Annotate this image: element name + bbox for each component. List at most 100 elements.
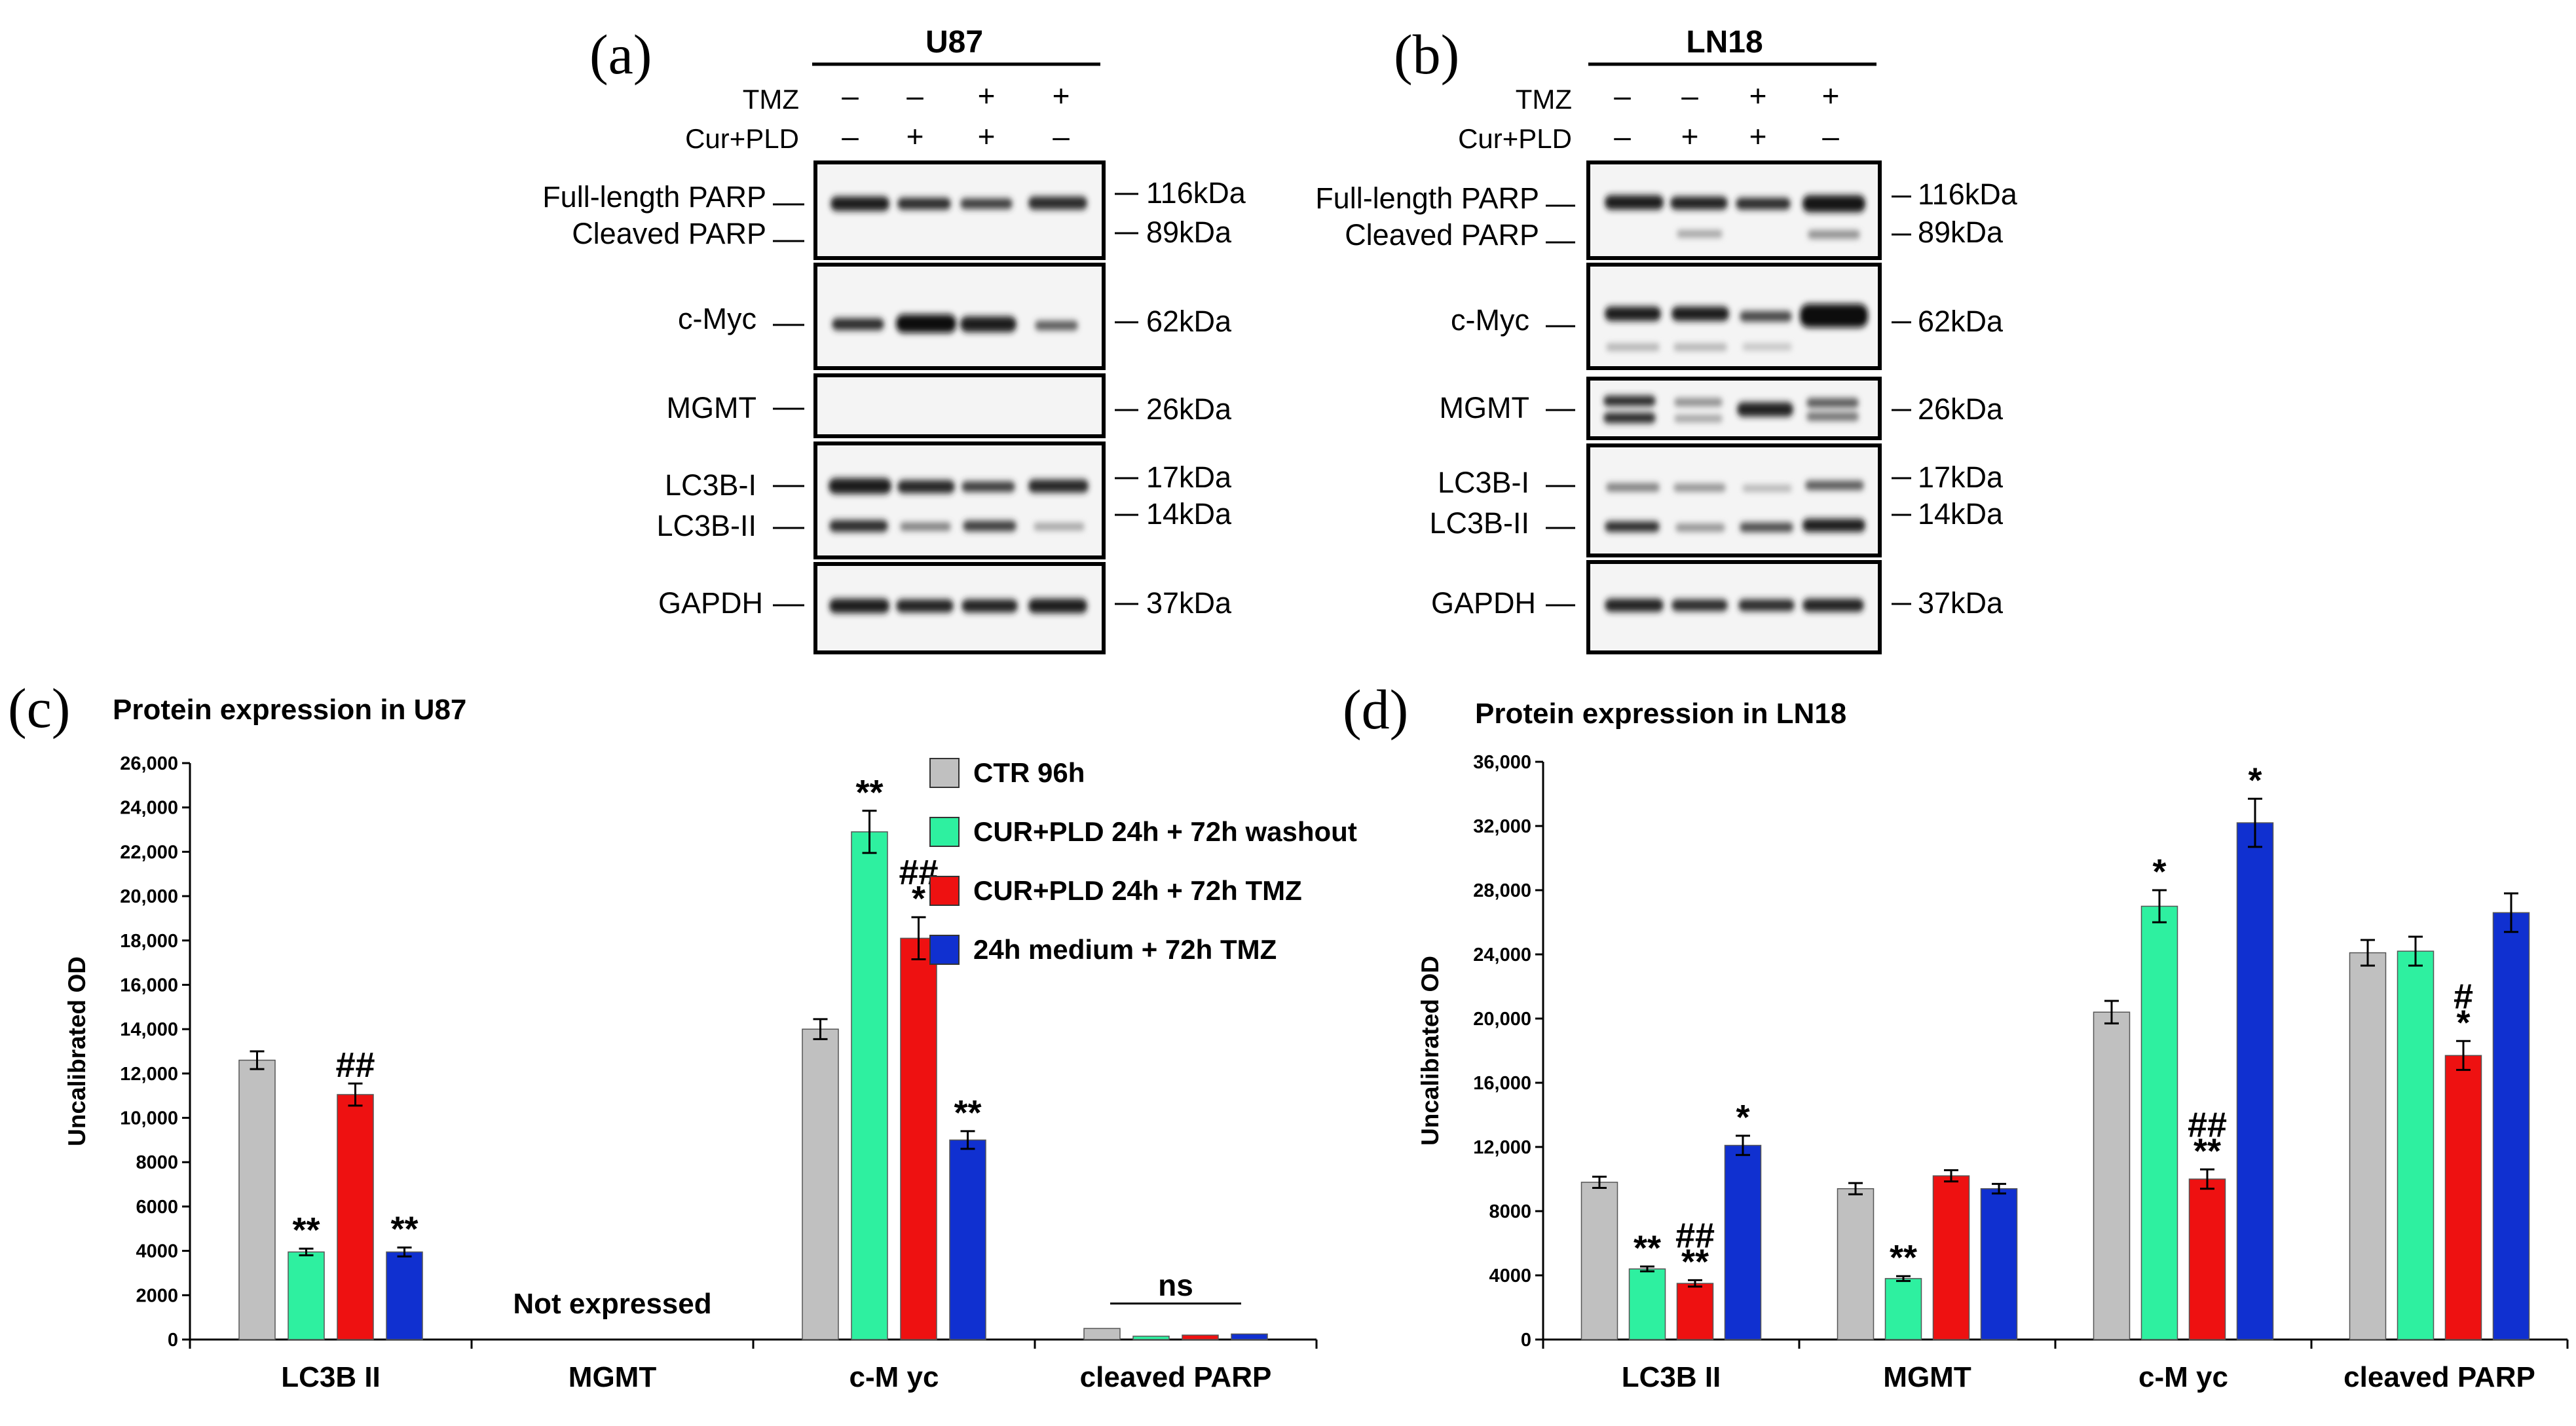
protein-label: MGMT	[667, 391, 756, 424]
bar	[337, 1094, 374, 1340]
kda-label: 37kDa	[1146, 586, 1232, 620]
bands-mgmt-b	[1603, 396, 1859, 423]
bar	[1837, 1188, 1875, 1340]
significance-mark: **	[1633, 1229, 1661, 1268]
significance-mark: *	[912, 879, 925, 918]
significance-mark: ##	[335, 1045, 375, 1085]
tmz-sign: +	[1822, 79, 1840, 113]
blot-box-mgmt-a	[813, 373, 1106, 438]
y-tick-label: 8000	[1489, 1201, 1531, 1222]
tmz-sign: –	[1614, 79, 1631, 113]
kda-label: 17kDa	[1146, 460, 1232, 494]
tmz-sign: +	[1053, 79, 1070, 113]
y-tick-label: 0	[1521, 1330, 1531, 1351]
y-axis-label: Uncalibrated OD	[64, 956, 90, 1146]
western-blot-panels: (a) U87 TMZ Cur+PLD – – + + – + + –	[542, 23, 2018, 654]
y-tick-label: 4000	[136, 1241, 178, 1262]
x-category-label: LC3B II	[1622, 1361, 1721, 1393]
panel-letter-c: (c)	[8, 677, 70, 740]
curpld-sign: –	[1053, 119, 1070, 153]
bands-lc3b-a	[829, 478, 1089, 532]
kda-label: 62kDa	[1146, 305, 1232, 338]
bands-cmyc-a	[832, 314, 1078, 333]
protein-label: LC3B-II	[1429, 506, 1529, 540]
bands-cmyc-b	[1605, 304, 1868, 350]
curpld-label-b: Cur+PLD	[1458, 123, 1572, 154]
tmz-label-b: TMZ	[1516, 84, 1572, 115]
blot-box-lc3b-a	[813, 441, 1106, 559]
legend-swatch	[929, 935, 960, 965]
not-expressed-label: Not expressed	[513, 1288, 711, 1320]
y-tick-label: 28,000	[1473, 880, 1531, 901]
significance-mark: *	[1736, 1098, 1749, 1137]
x-category-label: cleaved PARP	[1080, 1361, 1272, 1393]
y-tick-label: 36,000	[1473, 752, 1531, 773]
tmz-sign: –	[1681, 79, 1698, 113]
bar	[2093, 1011, 2131, 1340]
significance-mark: **	[390, 1210, 418, 1249]
y-tick-label: 20,000	[1473, 1009, 1531, 1030]
significance-mark: #	[2454, 977, 2473, 1016]
bar	[1676, 1283, 1714, 1340]
bands-parp-a	[831, 197, 1087, 211]
blot-panel-a: (a) U87 TMZ Cur+PLD – – + + – + + –	[542, 23, 1246, 654]
bar	[2188, 1178, 2226, 1340]
significance-mark: ##	[1675, 1216, 1715, 1255]
kda-label: 26kDa	[1918, 392, 2004, 426]
protein-label: LC3B-I	[1438, 466, 1529, 499]
x-category-label: c-M yc	[849, 1361, 939, 1393]
bar	[900, 937, 937, 1340]
bar	[1580, 1182, 1618, 1340]
y-tick-label: 24,000	[120, 798, 178, 819]
y-tick-label: 6000	[136, 1197, 178, 1218]
y-tick-label: 2000	[136, 1285, 178, 1306]
bar	[288, 1251, 325, 1340]
curpld-label-a: Cur+PLD	[685, 123, 799, 154]
curpld-sign: –	[1822, 119, 1839, 153]
chart-c: 0 2000 4000 6000 8000 10,000 12,000 14,000 16,00…	[64, 753, 1318, 1393]
legend-swatch	[929, 876, 960, 906]
legend-swatch	[929, 817, 960, 847]
curpld-sign: +	[978, 119, 996, 153]
kda-label: 14kDa	[1146, 497, 1232, 531]
protein-label: LC3B-I	[665, 468, 756, 502]
kda-label: 116kDa	[1918, 178, 2018, 211]
tmz-sign: +	[978, 79, 996, 113]
bar	[238, 1059, 276, 1340]
kda-label: 14kDa	[1918, 497, 2004, 531]
kda-label: 37kDa	[1918, 586, 2004, 620]
protein-label: Cleaved PARP	[1345, 218, 1539, 252]
kda-label: 62kDa	[1918, 305, 2004, 338]
curpld-sign: +	[906, 119, 924, 153]
protein-label: c-Myc	[678, 302, 756, 335]
y-tick-label: 10,000	[120, 1108, 178, 1129]
y-tick-label: 4000	[1489, 1266, 1531, 1286]
y-axis-label: Uncalibrated OD	[1417, 956, 1444, 1146]
chart-title-d: Protein expression in LN18	[1475, 698, 1846, 730]
bar	[2236, 822, 2274, 1340]
bar	[1231, 1333, 1268, 1340]
bar	[1884, 1278, 1922, 1340]
curpld-sign: –	[842, 119, 859, 153]
y-tick-label: 0	[168, 1330, 178, 1351]
bar	[1083, 1328, 1121, 1340]
legend-label: CTR 96h	[973, 757, 1085, 788]
chart-title-c: Protein expression in U87	[113, 694, 466, 726]
significance-mark: *	[2456, 1003, 2470, 1042]
protein-label: Cleaved PARP	[572, 217, 766, 250]
legend-swatch	[929, 758, 960, 788]
significance-mark: ##	[2188, 1105, 2227, 1144]
x-category-label: c-M yc	[2138, 1361, 2228, 1393]
x-category-label: LC3B II	[281, 1361, 381, 1393]
y-tick-label: 24,000	[1473, 945, 1531, 966]
y-tick-label: 12,000	[120, 1064, 178, 1085]
bar	[1182, 1334, 1219, 1340]
protein-label: GAPDH	[1431, 586, 1536, 620]
y-tick-label: 12,000	[1473, 1137, 1531, 1158]
y-tick-label: 32,000	[1473, 816, 1531, 837]
bar	[2349, 952, 2387, 1340]
x-category-label: MGMT	[569, 1361, 657, 1393]
ns-label: ns	[1158, 1268, 1193, 1302]
blot-box-cmyc-a	[813, 263, 1106, 370]
bands-lc3b-b	[1605, 481, 1865, 532]
